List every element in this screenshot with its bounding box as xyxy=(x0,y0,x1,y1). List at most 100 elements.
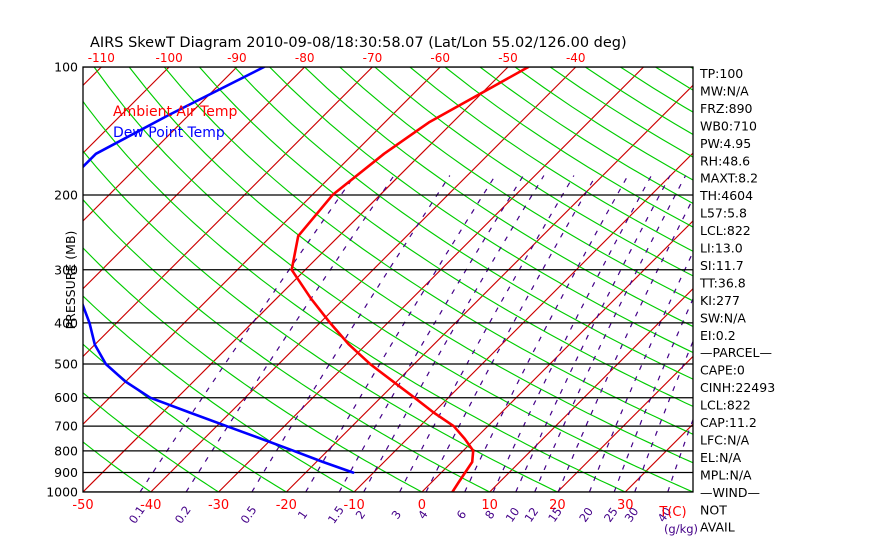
isotherm--10 xyxy=(353,152,693,492)
x-axis-mixing-label: (g/kg) xyxy=(664,522,698,536)
isobar-lines xyxy=(83,67,693,492)
isotherm-0 xyxy=(421,220,693,492)
mixing-ratio-1 xyxy=(305,175,496,492)
bottom-temp-tick-20: 20 xyxy=(549,498,566,513)
top-temp-tick--70: -70 xyxy=(363,51,383,65)
dry-adiabat-100 xyxy=(304,67,693,328)
isotherm--40 xyxy=(150,67,577,492)
pressure-tick-800: 800 xyxy=(54,443,78,458)
pressure-tick-100: 100 xyxy=(54,60,78,75)
pressure-tick-1000: 1000 xyxy=(46,485,78,500)
mixing-ratio-tick-25: 25 xyxy=(601,505,621,525)
dry-adiabat-40 xyxy=(93,67,693,492)
dry-adiabat-30 xyxy=(83,100,626,492)
mixing-ratio-30 xyxy=(634,339,693,492)
index-line-li: LI:13.0 xyxy=(700,241,743,256)
index-line-cinh: CINH:22493 xyxy=(700,380,775,395)
index-line-ei: EI:0.2 xyxy=(700,328,736,343)
index-line-not: NOT xyxy=(700,502,727,517)
index-line-wb0: WB0:710 xyxy=(700,118,757,133)
index-line-avail: AVAIL xyxy=(700,520,735,535)
index-line-tt: TT:36.8 xyxy=(699,275,746,290)
isotherm--70 xyxy=(83,67,373,358)
top-temp-tick--100: -100 xyxy=(155,51,182,65)
chart-title: AIRS SkewT Diagram 2010-09-08/18:30:58.0… xyxy=(90,35,627,51)
dry-adiabat-lines xyxy=(83,67,693,492)
index-line-lcl: LCL:822 xyxy=(700,223,751,238)
index-line-wind: —WIND— xyxy=(700,485,760,500)
mixing-ratio-3 xyxy=(399,175,575,492)
bottom-temp-tick--20: -20 xyxy=(276,498,297,513)
index-line-th: TH:4604 xyxy=(699,188,753,203)
pressure-tick-400: 400 xyxy=(54,315,78,330)
mixing-ratio-40 xyxy=(667,417,693,492)
isotherm--30 xyxy=(218,67,644,492)
index-line-cape: CAPE:0 xyxy=(700,363,745,378)
pressure-tick-600: 600 xyxy=(54,390,78,405)
index-line-parcel: —PARCEL— xyxy=(700,345,772,360)
x-axis-temp-label: T(C) xyxy=(658,505,686,520)
mixing-ratio-tick-15: 15 xyxy=(545,505,565,525)
pressure-tick-900: 900 xyxy=(54,465,78,480)
index-line-sw: SW:N/A xyxy=(700,310,746,325)
isotherm--60 xyxy=(83,67,441,426)
dry-adiabat-20 xyxy=(83,150,558,492)
index-line-l57: L57:5.8 xyxy=(700,206,747,221)
profile-ambient-air-temp xyxy=(290,67,530,492)
index-line-pw: PW:4.95 xyxy=(700,136,751,151)
dry-adiabat-120 xyxy=(374,67,693,277)
dry-adiabat-130 xyxy=(409,67,693,252)
mixing-ratio-tick-30: 30 xyxy=(622,505,642,525)
mixing-ratio-20 xyxy=(588,250,693,492)
index-line-cap: CAP:11.2 xyxy=(700,415,757,430)
index-line-rh: RH:48.6 xyxy=(700,153,750,168)
pressure-tick-labels: 100 200 300 400 500 600 700 800 900 1000 xyxy=(46,60,78,500)
mixing-ratio-25 xyxy=(613,297,693,492)
index-line-lcl: LCL:822 xyxy=(700,398,751,413)
index-line-mpl: MPL:N/A xyxy=(700,467,752,482)
isotherm--80 xyxy=(83,67,306,290)
bottom-temp-tick--50: -50 xyxy=(72,498,93,513)
mixing-ratio-tick-labels: 0.1 0.2 0.5 1 1.5 2 3 4 6 8 10 12 15 20 25 30 40 xyxy=(126,503,675,526)
mixing-ratio-1.5 xyxy=(338,175,524,492)
bottom-temp-tick--40: -40 xyxy=(140,498,161,513)
dry-adiabat-80 xyxy=(234,67,693,380)
bottom-temp-tick-30: 30 xyxy=(617,498,634,513)
dry-adiabat-0 xyxy=(83,247,423,492)
mixing-ratio-0.1 xyxy=(139,175,356,492)
bottom-temp-tick-0: 0 xyxy=(418,498,426,513)
bottom-temp-tick--10: -10 xyxy=(343,498,364,513)
mixing-ratio-15 xyxy=(557,197,693,492)
mixing-ratio-tick-12: 12 xyxy=(521,505,541,525)
mixing-ratio-tick-20: 20 xyxy=(576,505,596,525)
mixing-ratio-0.2 xyxy=(185,175,395,492)
dry-adiabat--30 xyxy=(83,392,219,492)
legend-dew-point-temp: Dew Point Temp xyxy=(113,125,225,141)
pressure-tick-500: 500 xyxy=(54,357,78,372)
mixing-ratio-lines xyxy=(139,175,693,492)
mixing-ratio-6 xyxy=(464,175,629,492)
index-line-frz: FRZ:890 xyxy=(700,101,753,116)
isotherm-20 xyxy=(557,355,693,492)
top-temp-tick--90: -90 xyxy=(227,51,247,65)
dry-adiabat-110 xyxy=(339,67,693,302)
index-line-lfc: LFC:N/A xyxy=(700,432,750,447)
mixing-ratio-4 xyxy=(425,175,597,492)
index-line-mw: MW:N/A xyxy=(700,84,749,99)
y-axis-label: PRESSURE (MB) xyxy=(63,231,78,330)
plot-frame xyxy=(82,66,694,493)
bottom-temperature-tick-labels: -50 -40 -30 -20 -10 0 10 20 30 xyxy=(72,498,633,513)
dry-adiabat-10 xyxy=(83,198,490,492)
isotherm-lines xyxy=(83,67,693,492)
top-temp-tick--80: -80 xyxy=(295,51,315,65)
dry-adiabat--10 xyxy=(83,295,355,492)
top-temp-tick--60: -60 xyxy=(430,51,450,65)
top-temperature-tick-labels: -110 -100 -90 -80 -70 -60 -50 -40 xyxy=(88,51,586,65)
pressure-tick-700: 700 xyxy=(54,419,78,434)
index-line-tp: TP:100 xyxy=(699,66,743,81)
dry-adiabat-90 xyxy=(269,67,693,354)
mixing-ratio-tick-40: 40 xyxy=(655,505,675,525)
isotherm--100 xyxy=(83,67,170,154)
top-temp-tick--50: -50 xyxy=(498,51,518,65)
